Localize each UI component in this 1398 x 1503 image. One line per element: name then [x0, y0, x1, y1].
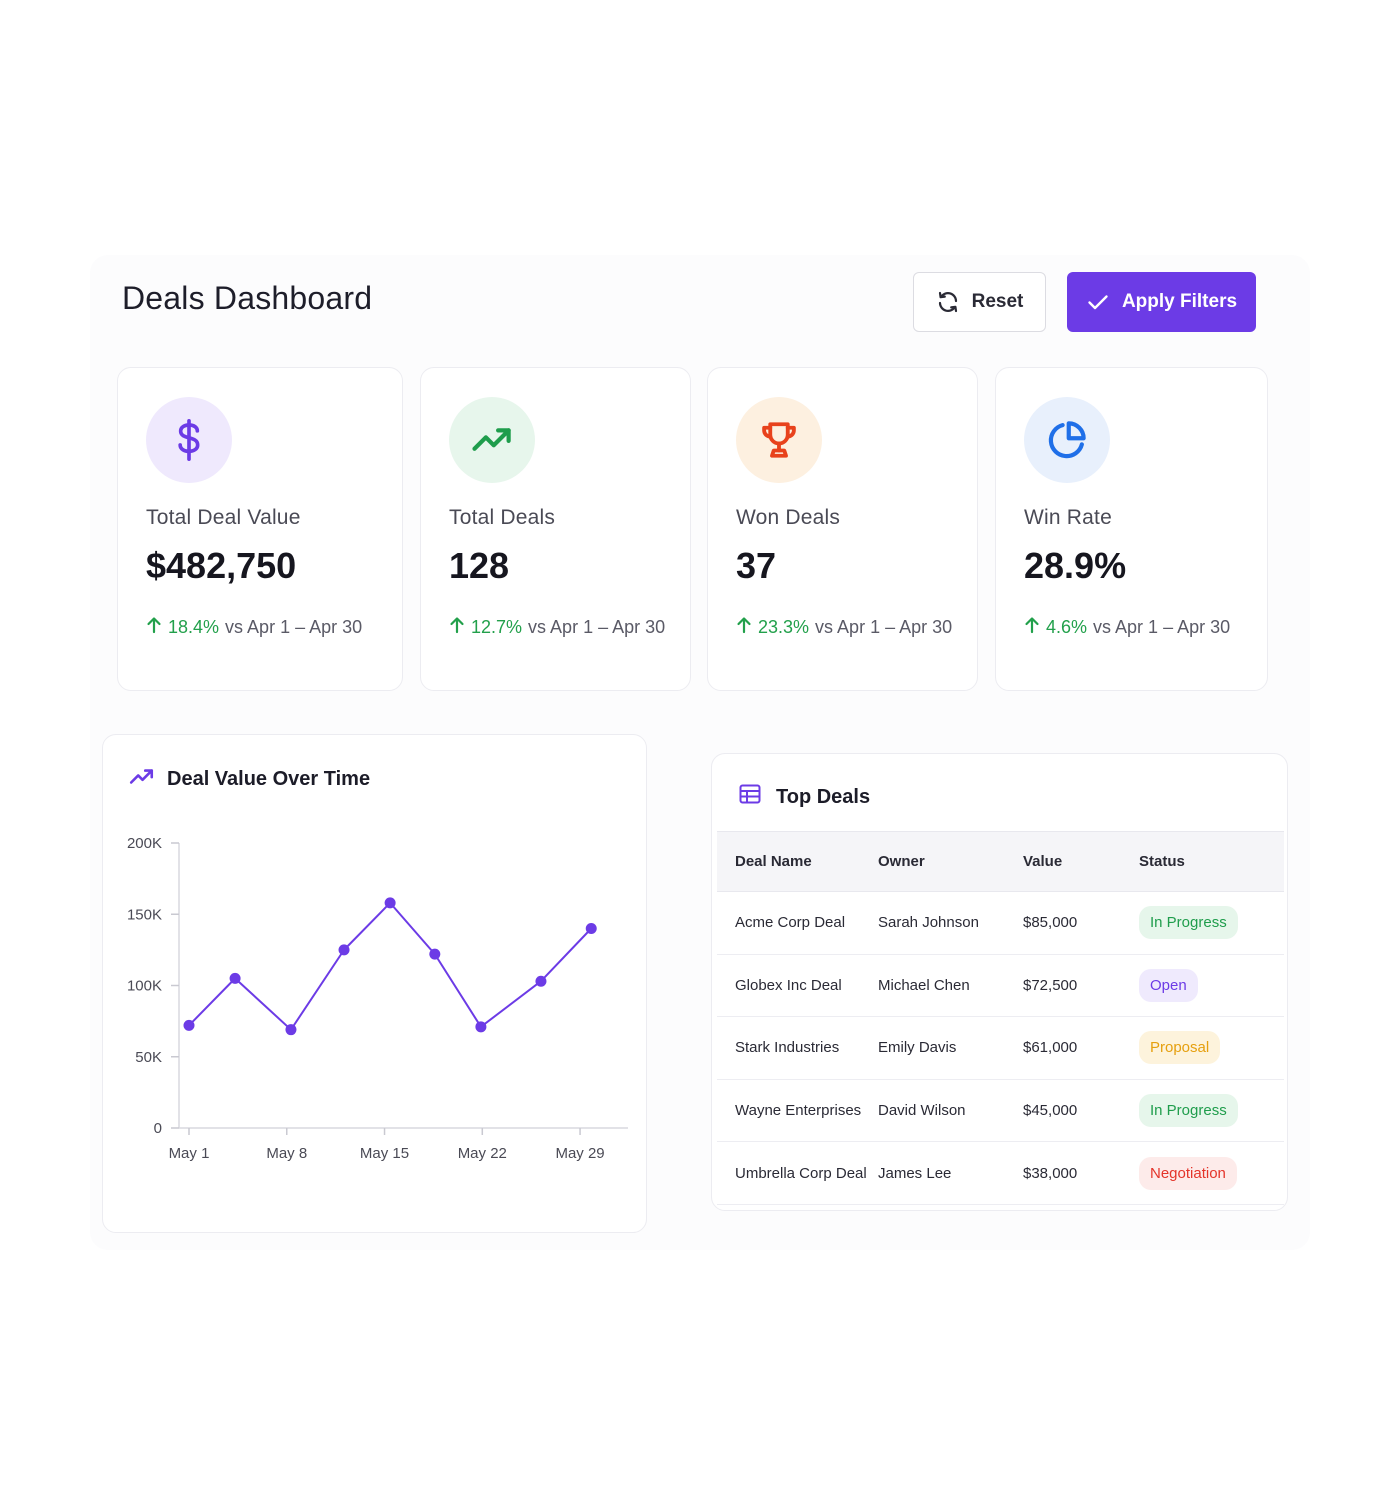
apply-filters-button[interactable]: Apply Filters	[1067, 272, 1256, 332]
series-line	[188, 901, 592, 1031]
kpi-label: Win Rate	[1024, 506, 1112, 529]
value-cell: $85,000	[1023, 891, 1139, 955]
kpi-card-won-deals: Won Deals 37 23.3% vs Apr 1 – Apr 30	[707, 367, 978, 691]
deal-name-cell: Acme Corp Deal	[717, 891, 878, 955]
kpi-change: 18.4% vs Apr 1 – Apr 30	[146, 616, 362, 639]
pie-chart-icon	[1024, 397, 1110, 483]
table-title: Top Deals	[776, 785, 871, 808]
top-deals-table: Deal Name Owner Value Status Acme Corp D…	[717, 831, 1284, 1205]
y-tick-label: 100K	[127, 978, 162, 995]
y-tick-label: 50K	[135, 1049, 162, 1066]
column-header-owner[interactable]: Owner	[878, 831, 1023, 892]
kpi-change: 23.3% vs Apr 1 – Apr 30	[736, 616, 952, 639]
deal-name-cell: Stark Industries	[717, 1016, 878, 1080]
data-point	[183, 1019, 195, 1031]
arrow-up-icon	[736, 616, 752, 639]
chart-header: Deal Value Over Time	[129, 765, 370, 793]
value-cell: $61,000	[1023, 1016, 1139, 1080]
y-tick-label: 150K	[127, 906, 162, 923]
kpi-change-period: vs Apr 1 – Apr 30	[815, 617, 953, 637]
owner-cell: Michael Chen	[878, 954, 1023, 1018]
kpi-card-total-deals: Total Deals 128 12.7% vs Apr 1 – Apr 30	[420, 367, 691, 691]
kpi-change-period: vs Apr 1 – Apr 30	[225, 617, 363, 637]
status-badge: In Progress	[1139, 906, 1238, 940]
reset-button[interactable]: Reset	[913, 272, 1046, 332]
data-point	[535, 975, 547, 987]
data-point	[229, 972, 241, 984]
kpi-value: 37	[736, 545, 777, 586]
kpi-label: Total Deals	[449, 506, 556, 529]
kpi-change-percent: 4.6%	[1046, 617, 1088, 637]
status-badge: Proposal	[1139, 1031, 1221, 1065]
kpi-change-percent: 18.4%	[168, 617, 220, 637]
kpi-card-total-deal-value: Total Deal Value $482,750 18.4% vs Apr 1…	[117, 367, 403, 691]
value-cell: $45,000	[1023, 1079, 1139, 1143]
y-tick-label: 0	[154, 1120, 162, 1137]
chart-title: Deal Value Over Time	[167, 767, 371, 790]
data-point	[384, 897, 396, 909]
data-point	[585, 923, 597, 934]
y-tick-label: 200K	[127, 835, 162, 852]
x-tick-label: May 8	[266, 1145, 307, 1162]
table-row[interactable]: Umbrella Corp Deal James Lee $38,000 Neg…	[717, 1141, 1284, 1205]
kpi-value: $482,750	[146, 545, 297, 586]
table-row[interactable]: Globex Inc Deal Michael Chen $72,500 Ope…	[717, 954, 1284, 1018]
kpi-change-period: vs Apr 1 – Apr 30	[528, 617, 666, 637]
trending-up-icon	[449, 397, 535, 483]
reset-button-label: Reset	[971, 291, 1024, 312]
owner-cell: David Wilson	[878, 1079, 1023, 1143]
x-tick-label: May 29	[555, 1145, 604, 1162]
arrow-up-icon	[146, 616, 162, 639]
kpi-label: Total Deal Value	[146, 506, 301, 529]
x-tick-label: May 22	[458, 1145, 507, 1162]
deal-value-chart-card: Deal Value Over Time 0 50K 100K 150K 200K May…	[102, 734, 647, 1233]
dollar-icon	[146, 397, 232, 483]
arrow-up-icon	[1024, 616, 1040, 639]
kpi-change-period: vs Apr 1 – Apr 30	[1093, 617, 1231, 637]
table-icon	[738, 782, 762, 812]
kpi-value: 28.9%	[1024, 545, 1127, 586]
data-point	[475, 1021, 487, 1033]
data-point	[429, 948, 441, 960]
line-chart: 0 50K 100K 150K 200K May 1 May 8 May 15 May 22 Ma…	[127, 835, 628, 1162]
kpi-change: 12.7% vs Apr 1 – Apr 30	[449, 616, 665, 639]
column-header-deal-name[interactable]: Deal Name	[717, 831, 878, 892]
status-badge: In Progress	[1139, 1094, 1238, 1128]
kpi-label: Won Deals	[736, 506, 841, 529]
table-row[interactable]: Stark Industries Emily Davis $61,000 Pro…	[717, 1016, 1284, 1080]
table-header: Top Deals	[738, 782, 870, 812]
kpi-value: 128	[449, 545, 510, 586]
x-tick-label: May 15	[360, 1145, 409, 1162]
column-header-value[interactable]: Value	[1023, 831, 1139, 892]
kpi-change-percent: 23.3%	[758, 617, 810, 637]
value-cell: $38,000	[1023, 1141, 1139, 1205]
status-badge: Open	[1139, 968, 1198, 1002]
apply-filters-button-label: Apply Filters	[1121, 291, 1238, 312]
x-tick-label: May 1	[169, 1145, 210, 1162]
value-cell: $72,500	[1023, 954, 1139, 1018]
column-header-status[interactable]: Status	[1139, 831, 1284, 892]
table-header-row: Deal Name Owner Value Status	[717, 831, 1284, 892]
owner-cell: Emily Davis	[878, 1016, 1023, 1080]
refresh-icon	[936, 290, 960, 314]
deal-name-cell: Wayne Enterprises	[717, 1079, 878, 1143]
owner-cell: James Lee	[878, 1141, 1023, 1205]
deal-name-cell: Umbrella Corp Deal	[717, 1141, 878, 1205]
owner-cell: Sarah Johnson	[878, 891, 1023, 955]
trophy-icon	[736, 397, 822, 483]
top-deals-card: Top Deals Deal Name Owner Value Status A…	[711, 753, 1288, 1211]
arrow-up-icon	[449, 616, 465, 639]
data-point	[338, 944, 350, 956]
deal-name-cell: Globex Inc Deal	[717, 954, 878, 1018]
status-badge: Negotiation	[1139, 1156, 1237, 1190]
check-icon	[1086, 290, 1110, 314]
kpi-change-percent: 12.7%	[471, 617, 523, 637]
table-row[interactable]: Acme Corp Deal Sarah Johnson $85,000 In …	[717, 891, 1284, 955]
page-title: Deals Dashboard	[122, 280, 373, 316]
data-point	[285, 1024, 297, 1036]
table-row[interactable]: Wayne Enterprises David Wilson $45,000 I…	[717, 1079, 1284, 1143]
kpi-change: 4.6% vs Apr 1 – Apr 30	[1024, 616, 1230, 639]
trending-up-icon	[129, 765, 155, 793]
kpi-card-win-rate: Win Rate 28.9% 4.6% vs Apr 1 – Apr 30	[995, 367, 1268, 691]
